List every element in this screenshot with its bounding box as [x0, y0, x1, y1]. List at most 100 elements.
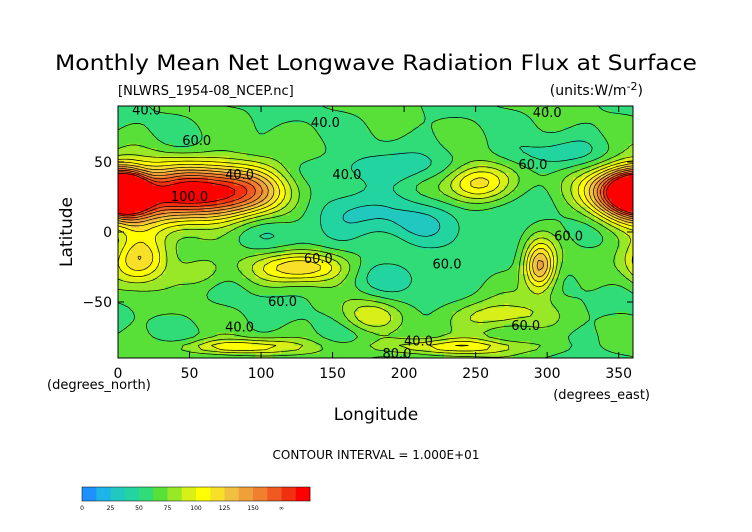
heatmap-cell: [178, 122, 183, 128]
heatmap-cell: [590, 127, 595, 132]
heatmap-cell: [336, 114, 342, 120]
heatmap-cell: [581, 139, 587, 145]
heatmap-cell: [272, 257, 278, 262]
heatmap-cell: [457, 160, 462, 166]
heatmap-cell: [615, 156, 621, 162]
heatmap-cell: [517, 185, 523, 191]
heatmap-cell: [238, 122, 244, 128]
heatmap-cell: [512, 202, 518, 208]
heatmap-cell: [602, 122, 608, 128]
heatmap-cell: [199, 122, 205, 128]
heatmap-cell: [418, 164, 424, 170]
heatmap-cell: [319, 211, 325, 216]
heatmap-cell: [504, 265, 510, 271]
heatmap-cell: [555, 240, 561, 246]
heatmap-cell: [328, 211, 334, 216]
heatmap-cell: [577, 106, 583, 111]
heatmap-cell: [233, 265, 239, 271]
heatmap-cell: [225, 127, 231, 132]
heatmap-cell: [615, 131, 621, 136]
heatmap-cell: [354, 185, 359, 191]
heatmap-cell: [521, 215, 527, 220]
heatmap-cell: [499, 135, 505, 141]
heatmap-cell: [517, 177, 523, 183]
heatmap-cell: [268, 118, 274, 124]
heatmap-cell: [585, 160, 591, 166]
heatmap-cell: [169, 261, 175, 267]
heatmap-cell: [135, 135, 141, 141]
heatmap-cell: [118, 232, 123, 237]
heatmap-cell: [298, 110, 304, 115]
heatmap-cell: [371, 169, 377, 174]
heatmap-cell: [251, 265, 256, 271]
heatmap-cell: [628, 148, 633, 153]
heatmap-cell: [341, 173, 347, 178]
heatmap-cell: [324, 240, 329, 246]
heatmap-cell: [208, 211, 214, 216]
heatmap-cell: [607, 106, 613, 111]
heatmap-cell: [362, 219, 368, 225]
heatmap-cell: [156, 152, 162, 157]
heatmap-cell: [315, 215, 321, 220]
heatmap-cell: [375, 127, 381, 132]
heatmap-cell: [328, 240, 334, 246]
heatmap-cell: [384, 127, 389, 132]
heatmap-cell: [392, 139, 398, 145]
heatmap-cell: [169, 181, 175, 187]
heatmap-cell: [216, 261, 222, 267]
heatmap-cell: [208, 240, 214, 246]
heatmap-cell: [504, 169, 510, 174]
heatmap-cell: [590, 135, 595, 141]
heatmap-cell: [542, 202, 548, 208]
heatmap-cell: [405, 173, 411, 178]
heatmap-cell: [276, 139, 282, 145]
heatmap-cell: [504, 232, 510, 237]
heatmap-cell: [238, 131, 244, 136]
heatmap-cell: [551, 135, 557, 141]
heatmap-cell: [444, 139, 450, 145]
heatmap-cell: [585, 194, 591, 199]
heatmap-cell: [508, 269, 514, 275]
heatmap-cell: [602, 202, 608, 208]
heatmap-cell: [156, 143, 162, 149]
heatmap-cell: [186, 227, 192, 233]
heatmap-cell: [538, 206, 544, 212]
heatmap-cell: [521, 122, 527, 128]
heatmap-cell: [624, 274, 630, 279]
heatmap-cell: [268, 106, 274, 111]
heatmap-cell: [362, 143, 368, 149]
heatmap-cell: [602, 227, 608, 233]
heatmap-cell: [319, 215, 325, 220]
heatmap-cell: [388, 122, 394, 128]
heatmap-cell: [521, 118, 527, 124]
heatmap-cell: [268, 269, 274, 275]
heatmap-cell: [478, 190, 484, 195]
heatmap-cell: [495, 194, 501, 199]
heatmap-cell: [392, 194, 398, 199]
heatmap-cell: [272, 202, 278, 208]
heatmap-cell: [525, 265, 531, 271]
heatmap-cell: [341, 257, 347, 262]
heatmap-cell: [478, 181, 484, 187]
heatmap-cell: [457, 118, 462, 124]
heatmap-cell: [499, 169, 505, 174]
heatmap-cell: [551, 227, 557, 233]
heatmap-cell: [182, 135, 188, 141]
heatmap-cell: [581, 223, 587, 229]
heatmap-cell: [199, 110, 205, 115]
heatmap-cell: [349, 248, 355, 254]
heatmap-cell: [195, 223, 201, 229]
heatmap-cell: [427, 232, 432, 237]
heatmap-cell: [190, 274, 196, 279]
heatmap-cell: [615, 269, 621, 275]
heatmap-cell: [525, 143, 531, 149]
heatmap-cell: [169, 219, 175, 225]
heatmap-cell: [624, 110, 630, 115]
heatmap-cell: [439, 227, 445, 233]
heatmap-cell: [568, 265, 574, 271]
heatmap-cell: [581, 169, 587, 174]
heatmap-cell: [156, 269, 162, 275]
heatmap-cell: [371, 261, 377, 267]
heatmap-cell: [306, 278, 312, 283]
heatmap-cell: [375, 211, 381, 216]
